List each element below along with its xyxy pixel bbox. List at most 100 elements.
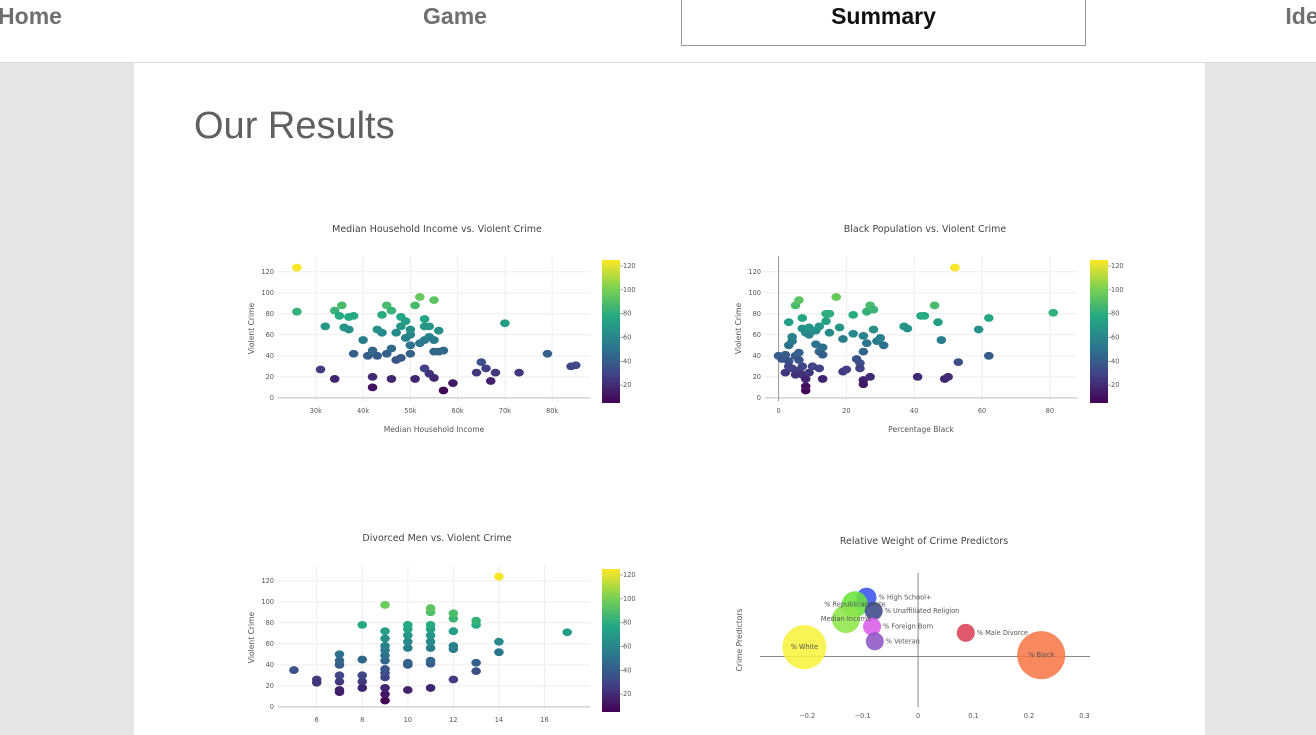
colorbar-tick-label: 60 xyxy=(1111,333,1119,341)
data-point xyxy=(848,310,858,319)
colorbar-tick-label: 100 xyxy=(623,286,636,294)
colorbar-tick-label: 20 xyxy=(623,690,631,698)
x-tick-label: 60 xyxy=(978,407,986,415)
y-tick-label: 40 xyxy=(753,352,761,360)
data-point xyxy=(425,604,436,612)
data-point xyxy=(804,368,814,377)
data-point xyxy=(787,333,797,341)
y-tick-label: 80 xyxy=(266,619,274,627)
data-point xyxy=(448,675,459,684)
chart-1: Median Household Income vs. Violent Crim… xyxy=(247,224,636,434)
data-point xyxy=(794,356,804,364)
data-point xyxy=(878,341,889,350)
colorbar xyxy=(1090,260,1108,403)
x-tick-label: 14 xyxy=(495,716,503,724)
chart-3: Divorced Men vs. Violent Crime 6 8 10 12 14 16… xyxy=(247,533,636,724)
data-point xyxy=(348,311,359,320)
data-point xyxy=(817,350,828,359)
data-point xyxy=(367,383,378,392)
data-point xyxy=(821,317,831,326)
x-tick-label: 16 xyxy=(540,716,548,724)
data-point xyxy=(348,349,359,358)
bubble-label: % White xyxy=(791,643,819,651)
data-point xyxy=(919,311,930,320)
data-point xyxy=(984,351,994,360)
data-point xyxy=(391,328,401,337)
chart-title: Relative Weight of Crime Predictors xyxy=(840,536,1008,547)
data-point xyxy=(357,677,368,686)
data-point xyxy=(433,326,444,335)
x-tick-label: 20 xyxy=(842,407,850,415)
data-point xyxy=(471,616,481,625)
data-point xyxy=(562,628,573,637)
data-point xyxy=(794,296,804,305)
x-tick-label: 8 xyxy=(360,716,364,724)
y-tick-label: 120 xyxy=(261,577,274,585)
data-point xyxy=(824,328,835,337)
data-point xyxy=(334,656,345,665)
x-tick-label: 0.1 xyxy=(968,712,979,720)
bubble-label: % Veteran xyxy=(886,637,920,645)
data-point xyxy=(429,336,439,344)
data-point xyxy=(824,309,835,318)
bubble-label: % Black xyxy=(1028,651,1054,659)
y-axis-label: Violent Crime xyxy=(734,302,743,354)
data-point xyxy=(855,364,865,373)
data-point xyxy=(380,690,390,699)
nav-ideas[interactable]: Ide xyxy=(1285,3,1316,29)
data-point xyxy=(848,329,858,338)
data-point xyxy=(380,627,390,636)
y-tick-label: 60 xyxy=(266,640,274,648)
colorbar-tick-label: 40 xyxy=(623,666,631,674)
data-point xyxy=(403,644,413,652)
data-point xyxy=(386,375,397,383)
data-point xyxy=(834,323,845,332)
data-point xyxy=(861,339,872,348)
bubble-label: % High School+ xyxy=(878,594,931,602)
data-point xyxy=(494,572,504,581)
data-point xyxy=(425,656,436,665)
data-point xyxy=(494,648,504,657)
data-point xyxy=(334,311,345,320)
y-tick-label: 60 xyxy=(266,331,274,339)
y-axis-label: Crime Predictors xyxy=(735,609,744,672)
y-tick-label: 0 xyxy=(757,394,761,402)
data-point xyxy=(377,328,387,337)
data-point xyxy=(936,336,947,344)
data-point xyxy=(377,310,387,319)
data-point xyxy=(403,637,413,646)
y-tick-label: 0 xyxy=(270,394,274,402)
colorbar-tick-label: 100 xyxy=(623,595,636,603)
data-point xyxy=(780,368,791,377)
colorbar-tick-label: 80 xyxy=(1111,310,1119,318)
x-tick-label: 0 xyxy=(776,407,780,415)
nav-game[interactable]: Game xyxy=(423,3,487,29)
data-point xyxy=(372,351,383,360)
page-title: Our Results xyxy=(194,105,395,147)
data-point xyxy=(396,354,406,362)
x-tick-label: −0.2 xyxy=(799,712,815,720)
nav-home[interactable]: Home xyxy=(0,3,62,29)
x-axis-label: Median Household Income xyxy=(384,425,485,434)
x-tick-label: 60k xyxy=(452,407,464,415)
data-point xyxy=(334,686,345,694)
data-point xyxy=(424,322,435,331)
data-point xyxy=(337,301,347,310)
data-point xyxy=(380,684,390,692)
x-tick-label: 80k xyxy=(546,407,558,415)
top-nav: Home Game Summary Ide xyxy=(0,0,1316,63)
data-point xyxy=(858,347,869,356)
data-point xyxy=(814,322,825,331)
data-point xyxy=(334,677,345,686)
bubble-label: % Male Divorce xyxy=(977,629,1028,637)
y-tick-label: 20 xyxy=(266,682,274,690)
data-point xyxy=(425,644,436,652)
data-point xyxy=(311,678,322,687)
data-point xyxy=(386,306,397,315)
y-tick-label: 80 xyxy=(753,310,761,318)
y-tick-label: 120 xyxy=(261,268,274,276)
y-tick-label: 120 xyxy=(748,268,761,276)
nav-summary[interactable]: Summary xyxy=(681,0,1086,46)
data-point xyxy=(448,642,459,650)
bubble-label: % Republican Vote xyxy=(824,600,886,608)
